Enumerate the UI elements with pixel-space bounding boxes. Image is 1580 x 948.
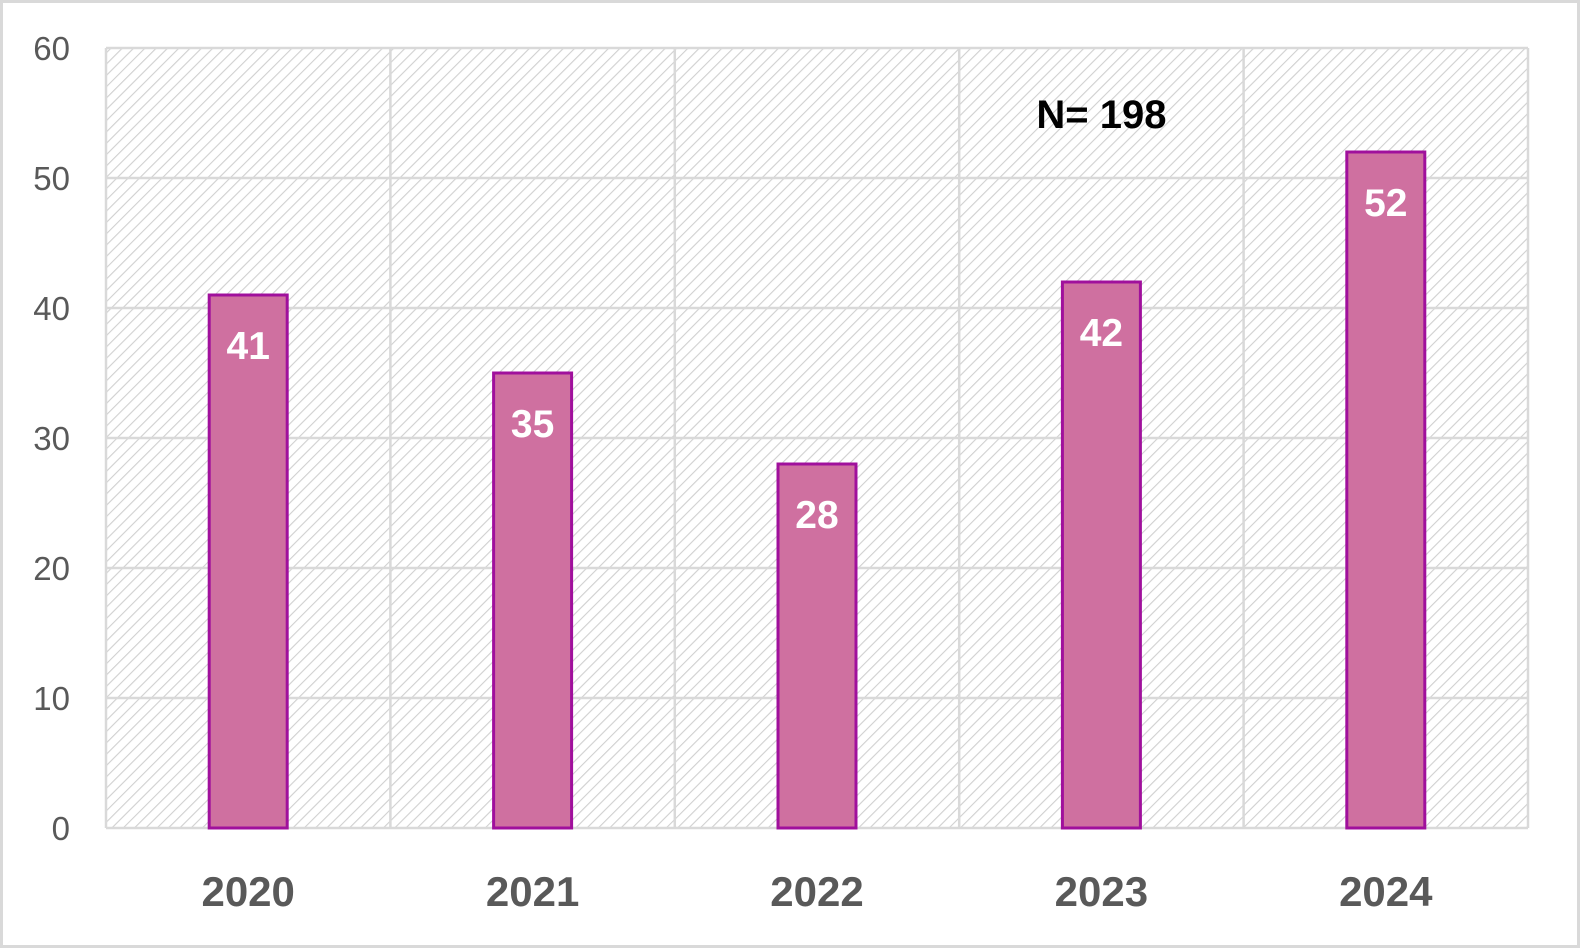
y-tick-label: 10 [33,680,70,717]
data-labels: 41 35 28 42 52 [227,182,1408,537]
x-tick-label-2021: 2021 [486,868,579,915]
sample-size-annotation: N= 198 [1036,93,1166,137]
data-label-2021: 35 [511,403,554,446]
x-tick-label-2022: 2022 [770,868,863,915]
x-tick-label-2023: 2023 [1055,868,1148,915]
data-label-2022: 28 [795,494,838,537]
data-label-2020: 41 [227,325,270,368]
y-tick-label: 50 [33,160,70,197]
y-tick-label: 0 [52,810,70,847]
y-tick-label: 40 [33,290,70,327]
bars [207,150,1427,830]
x-tick-label-2020: 2020 [201,868,294,915]
y-tick-label: 20 [33,550,70,587]
bar-2024 [1345,150,1427,830]
x-tick-label-2024: 2024 [1339,868,1433,915]
y-tick-label: 60 [33,30,70,67]
bar-2023 [1060,280,1142,830]
x-axis-ticks: 2020 2021 2022 2023 2024 [201,868,1433,915]
bar-2020 [207,293,289,830]
bar-2021 [492,371,574,830]
y-axis-ticks: 0 10 20 30 40 50 60 [33,30,70,847]
bar-2022 [776,462,858,830]
data-label-2023: 42 [1080,312,1123,355]
data-label-2024: 52 [1364,182,1407,225]
y-tick-label: 30 [33,420,70,457]
